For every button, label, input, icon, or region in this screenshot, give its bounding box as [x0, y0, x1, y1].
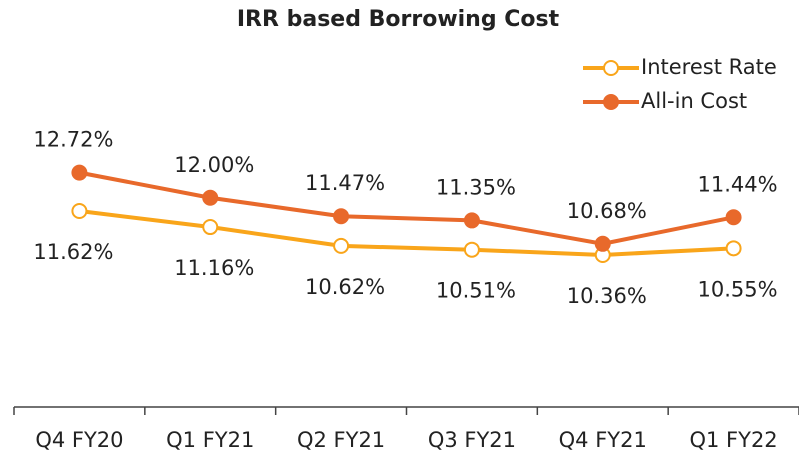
legend-marker — [603, 60, 619, 76]
chart-title: IRR based Borrowing Cost — [237, 7, 560, 32]
data-label: 10.36% — [567, 284, 647, 308]
data-point — [463, 241, 480, 258]
legend-marker — [603, 94, 619, 110]
x-tick-label: Q1 FY21 — [166, 428, 254, 452]
data-label: 11.44% — [698, 172, 778, 196]
legend-label: All-in Cost — [641, 89, 747, 113]
data-label: 12.72% — [33, 128, 113, 152]
x-tick-label: Q1 FY22 — [689, 428, 777, 452]
data-label: 11.47% — [305, 171, 385, 195]
data-label: 12.00% — [174, 153, 254, 177]
data-label: 10.68% — [567, 199, 647, 223]
data-point — [463, 212, 480, 229]
data-point — [725, 209, 742, 226]
data-label: 10.51% — [436, 279, 516, 303]
data-point — [71, 164, 88, 181]
data-point — [594, 235, 611, 252]
data-label: 10.55% — [698, 277, 778, 301]
series-line — [79, 170, 734, 246]
data-point — [333, 208, 350, 225]
legend-label: Interest Rate — [641, 55, 777, 79]
data-point — [202, 189, 219, 206]
data-label: 11.35% — [436, 175, 516, 199]
data-label: 10.62% — [305, 275, 385, 299]
data-point — [725, 240, 742, 257]
x-tick-label: Q4 FY21 — [559, 428, 647, 452]
data-label: 11.62% — [33, 240, 113, 264]
x-tick-label: Q2 FY21 — [297, 428, 385, 452]
x-tick-label: Q4 FY20 — [35, 428, 123, 452]
data-point — [71, 203, 88, 220]
data-label: 11.16% — [174, 256, 254, 280]
x-tick-label: Q3 FY21 — [428, 428, 516, 452]
series-line — [79, 209, 734, 257]
data-point — [333, 237, 350, 254]
data-point — [202, 219, 219, 236]
